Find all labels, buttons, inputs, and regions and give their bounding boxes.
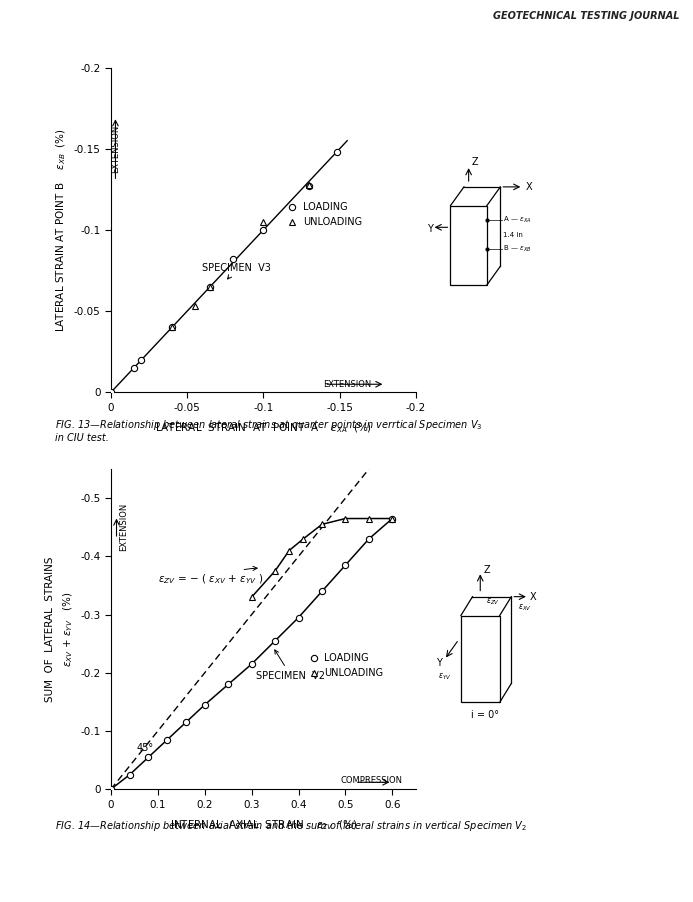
Text: X: X: [529, 592, 536, 602]
Y-axis label: LATERAL STRAIN AT POINT B    $\varepsilon_{XB}$  (%): LATERAL STRAIN AT POINT B $\varepsilon_{…: [55, 128, 68, 332]
Text: EXTENSION: EXTENSION: [119, 503, 128, 551]
Text: FIG. 14—Relationship between axial strain and the sum of lateral strains in vert: FIG. 14—Relationship between axial strai…: [55, 819, 528, 833]
Y-axis label: SUM  OF  LATERAL  STRAINS
$\varepsilon_{XV}$ + $\varepsilon_{YV}$   (%): SUM OF LATERAL STRAINS $\varepsilon_{XV}…: [45, 557, 75, 702]
Text: COMPRESSION: COMPRESSION: [340, 777, 402, 785]
X-axis label: LATERAL  STRAIN  AT  POINT  A    $\varepsilon_{XA}$  (%): LATERAL STRAIN AT POINT A $\varepsilon_{…: [155, 421, 372, 435]
Text: 1.4 in: 1.4 in: [503, 232, 523, 237]
Legend: LOADING, UNLOADING: LOADING, UNLOADING: [286, 202, 362, 227]
Bar: [461, 615, 500, 703]
Text: $\varepsilon_{XV}$: $\varepsilon_{XV}$: [518, 603, 532, 612]
Legend: LOADING, UNLOADING: LOADING, UNLOADING: [308, 653, 383, 678]
Text: B — $\varepsilon_{XB}$: B — $\varepsilon_{XB}$: [503, 244, 532, 254]
Text: SPECIMEN  V3: SPECIMEN V3: [202, 262, 271, 279]
Text: GEOTECHNICAL TESTING JOURNAL: GEOTECHNICAL TESTING JOURNAL: [493, 11, 679, 21]
Text: FIG. 13—Relationship between lateral strains at quarter points in verrtical Spec: FIG. 13—Relationship between lateral str…: [55, 418, 483, 432]
Bar: [450, 206, 486, 285]
Text: A — $\varepsilon_{XA}$: A — $\varepsilon_{XA}$: [503, 215, 532, 226]
Text: Y: Y: [436, 658, 441, 668]
Text: EXTENSION: EXTENSION: [111, 124, 120, 173]
Text: $\varepsilon_{ZV}$: $\varepsilon_{ZV}$: [486, 597, 500, 607]
Text: EXTENSION: EXTENSION: [323, 380, 371, 389]
Text: X: X: [525, 182, 532, 192]
Text: Y: Y: [427, 224, 432, 234]
Text: 45°: 45°: [137, 743, 154, 753]
Text: $\varepsilon_{YV}$: $\varepsilon_{YV}$: [438, 672, 451, 682]
Text: Z: Z: [471, 157, 478, 167]
X-axis label: INTERNAL  AXIAL  STRAIN    $\varepsilon_{ZV}$  (%): INTERNAL AXIAL STRAIN $\varepsilon_{ZV}$…: [170, 818, 357, 832]
Text: $\varepsilon_{ZV}$ = − ( $\varepsilon_{XV}$ + $\varepsilon_{YV}$ ): $\varepsilon_{ZV}$ = − ( $\varepsilon_{X…: [158, 566, 263, 586]
Text: i = 0°: i = 0°: [471, 710, 499, 720]
Text: Z: Z: [483, 565, 490, 575]
Text: SPECIMEN  V2: SPECIMEN V2: [256, 650, 325, 681]
Text: in CIU test.: in CIU test.: [55, 433, 109, 443]
